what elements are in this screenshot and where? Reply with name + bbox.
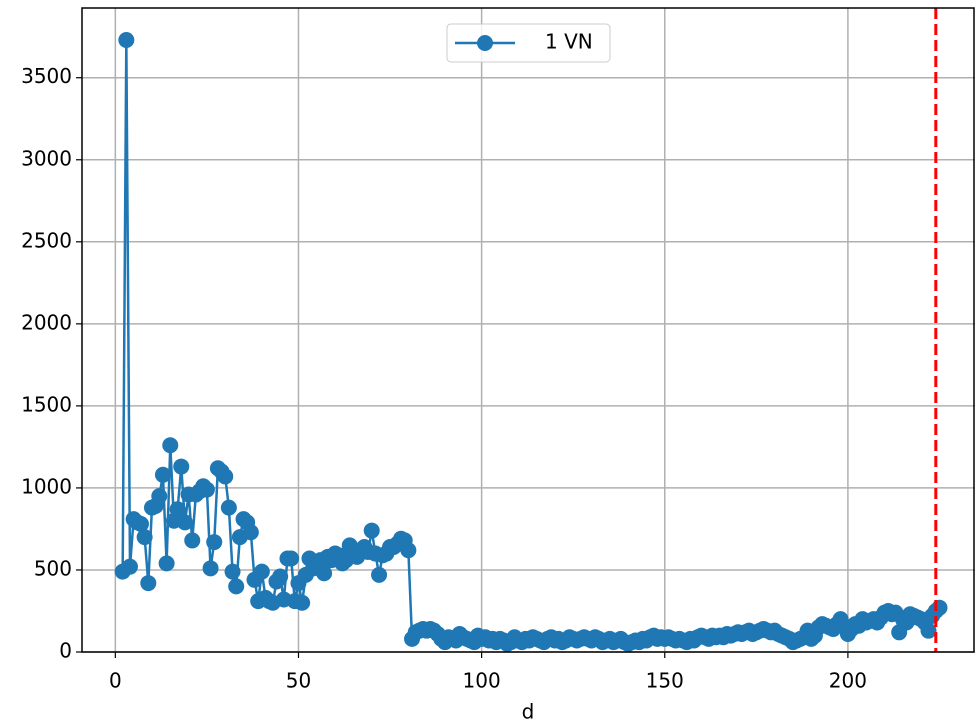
x-tick-label: 100 bbox=[463, 669, 501, 693]
y-tick-label: 3500 bbox=[21, 64, 72, 88]
data-point bbox=[217, 468, 234, 485]
y-tick-label: 1500 bbox=[21, 392, 72, 416]
data-point bbox=[169, 501, 186, 518]
data-point bbox=[132, 516, 149, 533]
data-point bbox=[242, 524, 259, 541]
data-point bbox=[272, 568, 289, 585]
data-point bbox=[140, 575, 157, 592]
data-point bbox=[931, 599, 948, 616]
data-point bbox=[206, 534, 223, 551]
data-point bbox=[202, 560, 219, 577]
y-tick-label: 500 bbox=[34, 556, 72, 580]
data-point bbox=[294, 594, 311, 611]
data-point bbox=[158, 555, 175, 572]
data-point bbox=[121, 558, 138, 575]
data-point bbox=[162, 437, 179, 454]
series-line bbox=[121, 39, 941, 646]
legend-marker bbox=[477, 35, 493, 51]
y-tick-label: 1000 bbox=[21, 474, 72, 498]
x-tick-label: 200 bbox=[829, 669, 867, 693]
data-point bbox=[283, 550, 300, 567]
legend-box bbox=[446, 23, 611, 63]
y-tick-label: 0 bbox=[59, 639, 72, 663]
data-point bbox=[224, 563, 241, 580]
x-axis-label: d bbox=[522, 700, 535, 724]
data-point bbox=[228, 578, 245, 595]
data-point bbox=[176, 514, 193, 531]
x-tick-label: 0 bbox=[109, 669, 122, 693]
y-tick-label: 3000 bbox=[21, 146, 72, 170]
data-point bbox=[136, 529, 153, 546]
axes-frame bbox=[81, 7, 975, 653]
data-point bbox=[316, 565, 333, 582]
data-point bbox=[151, 488, 168, 505]
x-tick-label: 50 bbox=[286, 669, 311, 693]
data-point bbox=[118, 31, 135, 48]
legend-label: 1 VN bbox=[545, 30, 593, 54]
data-point bbox=[371, 566, 388, 583]
x-tick-label: 150 bbox=[646, 669, 684, 693]
data-point bbox=[920, 622, 937, 639]
y-tick-label: 2500 bbox=[21, 228, 72, 252]
data-point bbox=[363, 522, 380, 539]
data-point bbox=[400, 542, 417, 559]
data-point bbox=[184, 532, 201, 549]
data-point bbox=[173, 458, 190, 475]
data-point bbox=[198, 481, 215, 498]
data-point bbox=[154, 466, 171, 483]
data-point bbox=[220, 499, 237, 516]
y-tick-label: 2000 bbox=[21, 310, 72, 334]
data-point bbox=[253, 563, 270, 580]
